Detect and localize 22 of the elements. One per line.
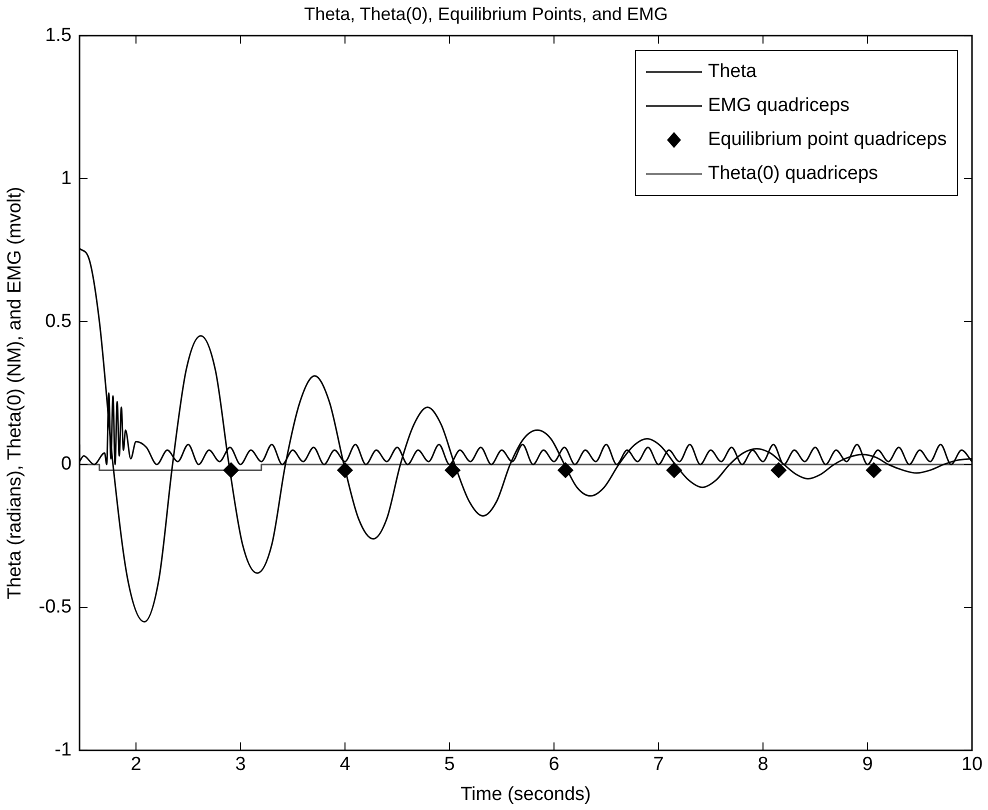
x-tick-label: 4 <box>340 754 351 776</box>
y-tick-label: 1 <box>60 168 72 189</box>
x-tick-label: 5 <box>444 754 455 776</box>
y-tick-label: -1 <box>54 740 72 761</box>
x-tick-label: 8 <box>758 754 768 776</box>
legend-label: Theta <box>708 60 757 83</box>
x-tick-label: 2 <box>130 754 142 776</box>
y-tick-label: 0 <box>60 454 72 475</box>
legend-label: Theta(0) quadriceps <box>708 162 878 185</box>
chart-title: Theta, Theta(0), Equilibrium Points, and EMG <box>304 4 668 24</box>
y-axis-title: Theta (radians), Theta(0) (NM), and EMG (mvolt) <box>4 186 26 600</box>
x-tick-label: 9 <box>862 754 873 776</box>
x-tick-label: 10 <box>961 754 983 776</box>
legend-label: Equilibrium point quadriceps <box>708 128 947 151</box>
y-tick-label: 1.5 <box>45 24 72 46</box>
x-axis-title: Time (seconds) <box>460 784 591 805</box>
x-tick-label: 3 <box>235 754 246 776</box>
y-tick-label: -0.5 <box>38 596 72 618</box>
y-tick-label: 0.5 <box>45 310 72 332</box>
x-tick-label: 6 <box>548 754 560 776</box>
x-tick-label: 7 <box>653 754 664 776</box>
legend-label: EMG quadriceps <box>708 94 850 117</box>
